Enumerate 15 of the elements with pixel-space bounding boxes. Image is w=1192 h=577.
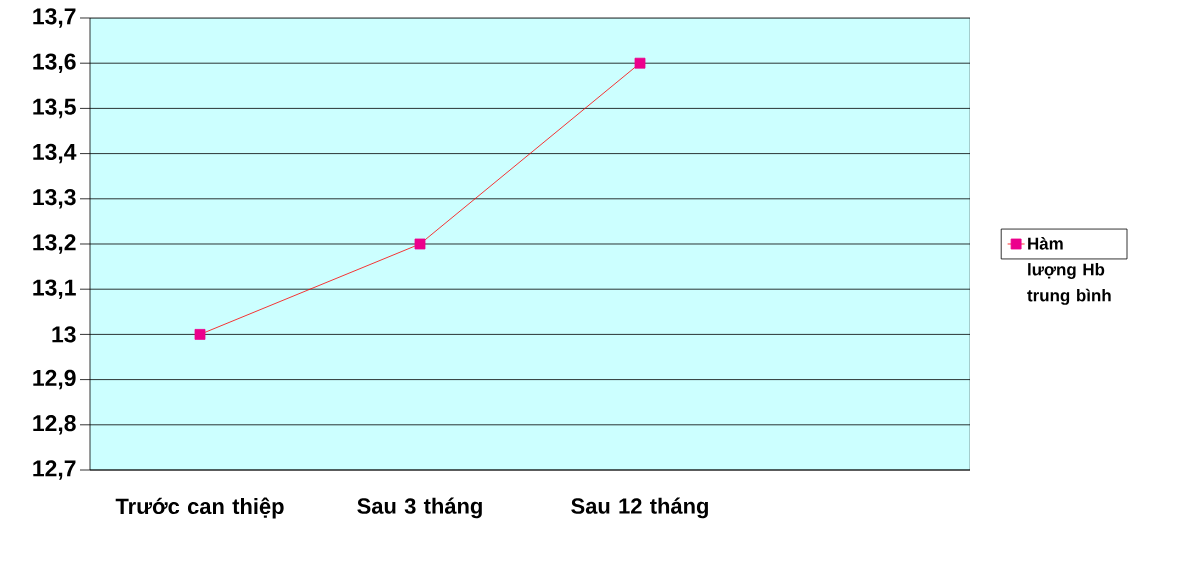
y-tick-label: 13: [52, 326, 76, 343]
legend-label: Hàm lượng Hb trung bình: [1027, 237, 1111, 305]
y-tick-label: 12,7: [33, 460, 76, 480]
x-tick-label: Sau 3 tháng: [357, 497, 482, 519]
y-tick-label: 13,4: [33, 143, 77, 164]
x-tick-label: Sau 12 tháng: [571, 497, 708, 519]
y-tick-label: 13,7: [33, 8, 76, 28]
y-tick-label: 13,6: [33, 53, 76, 73]
y-tick-label: 13,3: [33, 189, 76, 209]
y-tick-label: 13,1: [33, 279, 76, 299]
x-tick-label: Trước can thiệp: [115, 497, 284, 519]
y-tick-label: 12,8: [33, 415, 76, 435]
y-tick-label: 12,9: [33, 369, 76, 390]
y-tick-label: 13,2: [33, 234, 76, 254]
y-tick-label: 13,5: [33, 98, 76, 119]
